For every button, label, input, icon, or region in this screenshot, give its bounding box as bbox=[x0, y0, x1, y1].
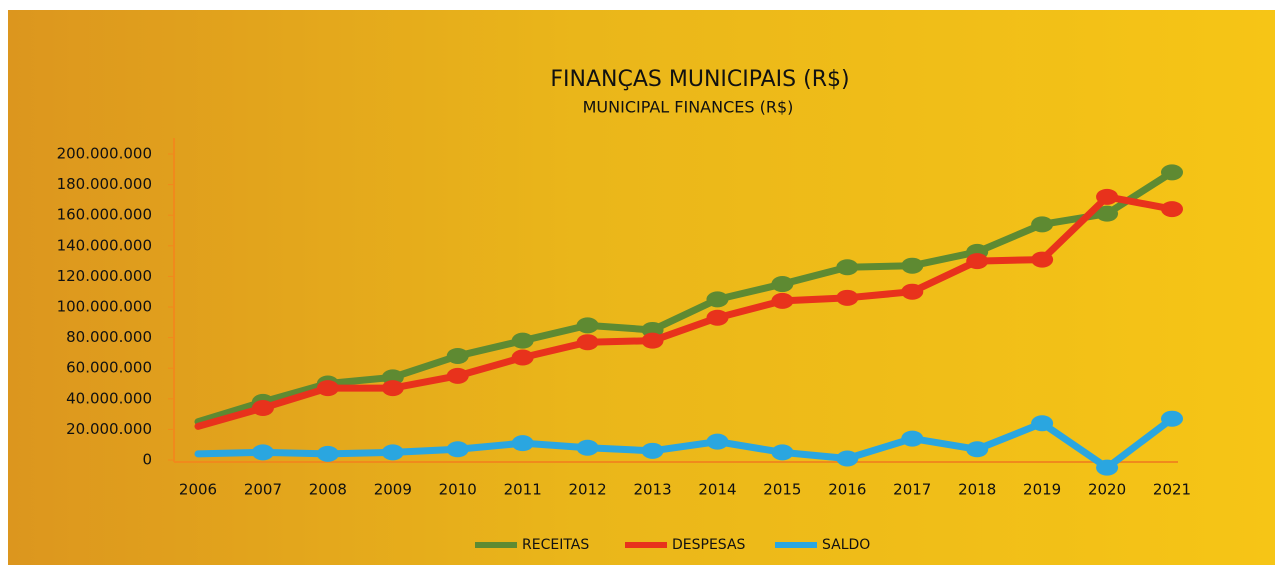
data-point bbox=[966, 441, 989, 458]
data-point bbox=[901, 283, 924, 300]
series-line bbox=[194, 415, 1176, 472]
y-tick-label: 100.000.000 bbox=[57, 298, 152, 316]
x-tick-label: 2008 bbox=[309, 481, 347, 499]
series-line bbox=[194, 168, 1176, 426]
legend-label: SALDO bbox=[822, 537, 870, 553]
data-point bbox=[511, 435, 534, 452]
data-point bbox=[1096, 459, 1119, 476]
x-tick-label: 2006 bbox=[179, 481, 217, 499]
x-tick-label: 2020 bbox=[1088, 481, 1126, 499]
background bbox=[8, 10, 1275, 565]
data-point bbox=[706, 433, 729, 450]
data-point bbox=[381, 380, 404, 397]
y-tick-label: 80.000.000 bbox=[66, 328, 152, 346]
y-tick-label: 180.000.000 bbox=[57, 175, 152, 193]
chart-subtitle: MUNICIPAL FINANCES (R$) bbox=[583, 98, 794, 117]
data-point bbox=[771, 292, 794, 309]
data-point bbox=[771, 276, 794, 293]
data-point bbox=[836, 259, 859, 276]
y-tick-label: 40.000.000 bbox=[66, 389, 152, 407]
data-point bbox=[1161, 201, 1183, 218]
x-tick-label: 2014 bbox=[698, 481, 736, 499]
data-point bbox=[706, 291, 729, 308]
y-tick-label: 200.000.000 bbox=[57, 145, 152, 163]
data-point bbox=[446, 367, 469, 384]
y-tick-label: 140.000.000 bbox=[57, 236, 152, 254]
legend-label: DESPESAS bbox=[672, 537, 746, 553]
data-point bbox=[641, 332, 664, 349]
y-tick-label: 120.000.000 bbox=[57, 267, 152, 285]
x-tick-label: 2009 bbox=[374, 481, 412, 499]
data-point bbox=[1031, 251, 1054, 268]
y-tick-label: 160.000.000 bbox=[57, 206, 152, 224]
data-point bbox=[836, 450, 859, 467]
x-tick-label: 2016 bbox=[828, 481, 866, 499]
series-line bbox=[194, 193, 1176, 430]
x-tick-label: 2011 bbox=[504, 481, 542, 499]
data-point bbox=[446, 347, 469, 364]
y-tick-label: 60.000.000 bbox=[66, 359, 152, 377]
y-tick-label: 20.000.000 bbox=[66, 420, 152, 438]
data-point bbox=[446, 441, 469, 458]
y-tick-label: 0 bbox=[142, 451, 152, 469]
data-point bbox=[576, 334, 599, 351]
data-point bbox=[511, 349, 534, 366]
data-point bbox=[771, 444, 794, 461]
data-point bbox=[381, 444, 404, 461]
data-point bbox=[511, 332, 534, 349]
data-point bbox=[836, 289, 859, 306]
data-point bbox=[706, 309, 729, 326]
chart-title: FINANÇAS MUNICIPAIS (R$) bbox=[550, 67, 849, 92]
data-point bbox=[1096, 205, 1119, 222]
data-point bbox=[1096, 188, 1119, 205]
x-tick-label: 2021 bbox=[1153, 481, 1191, 499]
data-point bbox=[1161, 164, 1183, 181]
x-tick-label: 2015 bbox=[763, 481, 801, 499]
x-tick-label: 2019 bbox=[1023, 481, 1061, 499]
data-point bbox=[576, 439, 599, 456]
data-point bbox=[1031, 415, 1054, 432]
x-tick-label: 2010 bbox=[439, 481, 477, 499]
data-point bbox=[1161, 410, 1183, 427]
legend-label: RECEITAS bbox=[522, 537, 589, 553]
data-point bbox=[901, 430, 924, 447]
data-point bbox=[1031, 216, 1054, 233]
x-tick-label: 2017 bbox=[893, 481, 931, 499]
data-point bbox=[641, 442, 664, 459]
x-tick-label: 2007 bbox=[244, 481, 282, 499]
data-point bbox=[251, 444, 274, 461]
data-point bbox=[316, 445, 339, 462]
x-tick-label: 2018 bbox=[958, 481, 996, 499]
x-tick-label: 2013 bbox=[633, 481, 671, 499]
data-point bbox=[251, 399, 274, 416]
x-tick-label: 2012 bbox=[569, 481, 607, 499]
data-point bbox=[901, 257, 924, 274]
data-point bbox=[316, 380, 339, 397]
data-point bbox=[966, 253, 989, 270]
data-point bbox=[576, 317, 599, 334]
